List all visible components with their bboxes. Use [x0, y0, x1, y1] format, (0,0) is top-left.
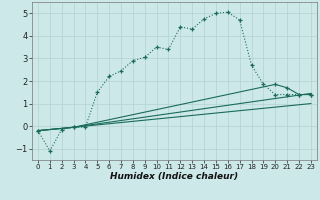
X-axis label: Humidex (Indice chaleur): Humidex (Indice chaleur) [110, 172, 238, 181]
